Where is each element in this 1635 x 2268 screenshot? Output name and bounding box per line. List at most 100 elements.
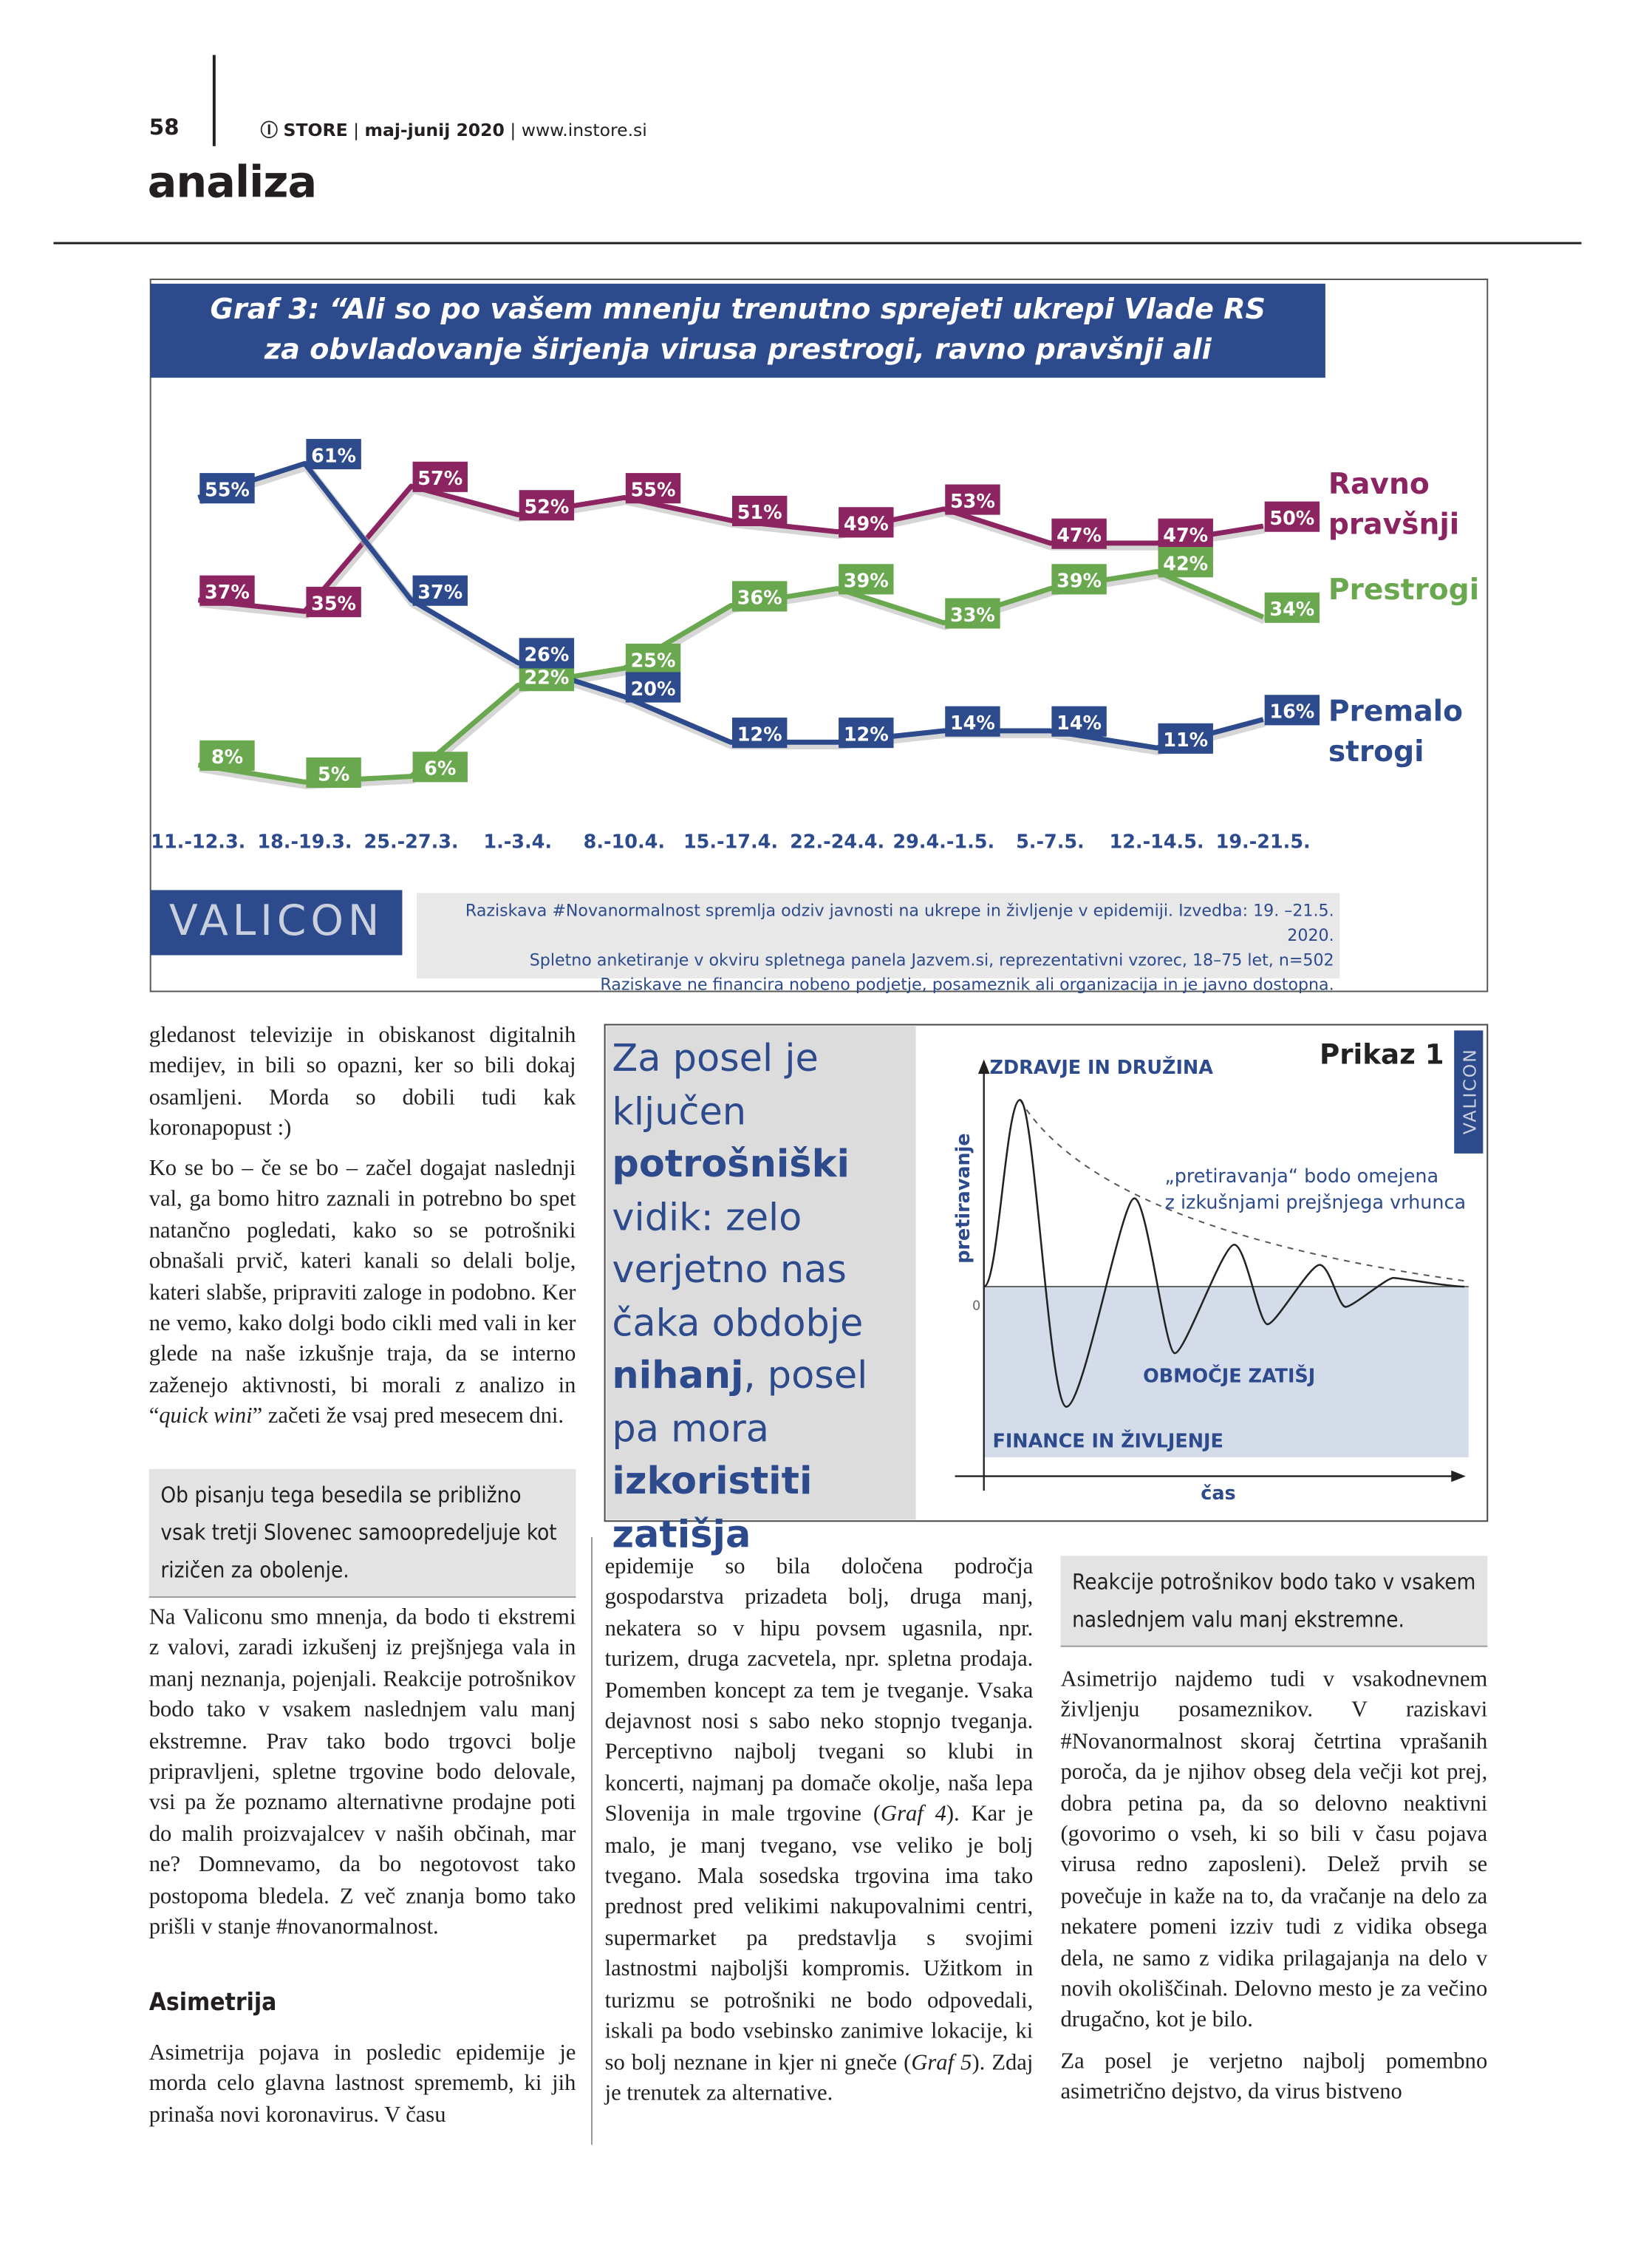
- note-line: Raziskava #Novanormalnost spremlja odziv…: [465, 902, 1334, 945]
- value-label: 47%: [1163, 525, 1208, 547]
- envelope: [1019, 1099, 1465, 1282]
- value-label: 14%: [950, 712, 995, 735]
- value-label-bg: [1264, 695, 1320, 726]
- chart-title: Graf 3: “Ali so po vašem mnenju trenutno…: [210, 292, 1266, 407]
- value-label-bg: [1158, 547, 1213, 578]
- text-run: ). Kar je malo, je manj tvegano, vse vel…: [604, 1802, 1034, 2075]
- legend-entry: Ravno pravšnji: [1328, 466, 1460, 542]
- x-tick-label: 22.-24.4.: [790, 831, 884, 854]
- x-tick-label: 5.-7.5.: [1016, 831, 1085, 854]
- section-title: analiza: [147, 157, 317, 209]
- brand: STORE: [283, 120, 348, 140]
- x-tick-label: 8.-10.4.: [584, 831, 665, 854]
- value-label: 8%: [211, 746, 243, 769]
- issue: maj-junij 2020: [364, 120, 505, 140]
- x-tick-label: 25.-27.3.: [364, 831, 459, 854]
- value-label-bg: [839, 718, 894, 749]
- value-label: 6%: [424, 758, 456, 780]
- value-label: 55%: [631, 479, 676, 501]
- note-line: Spletno anketiranje v okviru spletnega p…: [529, 950, 1334, 970]
- value-label-bg: [199, 575, 255, 606]
- y-arrowhead: [977, 1059, 990, 1075]
- x-tick-label: 29.4.-1.5.: [892, 831, 994, 854]
- text-run: Graf 5: [911, 2050, 972, 2075]
- value-label-bg: [1051, 706, 1107, 737]
- value-label-bg: [306, 438, 361, 470]
- logo: VALICON: [169, 896, 383, 945]
- paragraph: gledanost televizije in obiskanost digit…: [149, 1023, 576, 1141]
- value-label: 14%: [1057, 712, 1102, 735]
- value-label-bg: [306, 587, 361, 618]
- annotation: „pretiravanja“ bodo omejena: [1165, 1165, 1439, 1188]
- value-label: 39%: [844, 571, 889, 593]
- value-label: 51%: [737, 502, 782, 524]
- paragraph: Na Valiconu smo mnenja, da bodo ti ekstr…: [149, 1604, 576, 1940]
- annotation: z izkušnjami prejšnjega vrhunca: [1165, 1191, 1467, 1213]
- value-label-bg: [199, 740, 255, 771]
- figure-logo-bg: [1454, 1030, 1484, 1154]
- value-label: 50%: [1269, 508, 1314, 530]
- x-tick-label: 18.-19.3.: [257, 831, 352, 854]
- text-run: Ko se bo – če se bo – začel dogajat nasl…: [149, 1156, 576, 1429]
- value-label: 37%: [417, 582, 462, 604]
- masthead: Ⓘ STORE | maj-junij 2020 | www.instore.s…: [260, 120, 647, 140]
- value-label: 12%: [844, 723, 889, 746]
- x-tick-label: 19.-21.5.: [1216, 831, 1311, 854]
- value-label-bg: [1158, 723, 1213, 754]
- value-label-bg: [412, 461, 468, 492]
- value-label-bg: [945, 484, 1000, 515]
- value-label-bg: [519, 638, 575, 669]
- value-label: 33%: [950, 605, 995, 627]
- url: www.instore.si: [521, 120, 647, 140]
- value-label-bg: [199, 473, 255, 504]
- value-label-bg: [625, 672, 681, 703]
- value-label-bg: [839, 564, 894, 595]
- text-run: ). Zdaj je trenutek za alternative.: [604, 2050, 1034, 2106]
- chart-title-bg: [150, 283, 1325, 378]
- text-run: nihanj: [612, 1355, 744, 1398]
- paragraph: Za posel je verjetno najbolj pomembno as…: [1060, 2049, 1488, 2105]
- pull-quote: Ob pisanju tega besedila se približno vs…: [149, 1468, 576, 1598]
- value-label: 49%: [844, 514, 889, 536]
- value-label: 55%: [205, 479, 250, 501]
- column-divider: [591, 1536, 593, 2145]
- value-label-bg: [1051, 564, 1107, 595]
- value-label: 16%: [1269, 701, 1314, 723]
- paragraph: Asimetrijo najdemo tudi v vsakodnevnem ž…: [1060, 1667, 1488, 2033]
- value-label-bg: [1051, 518, 1107, 549]
- top-label: ZDRAVJE IN DRUŽINA: [990, 1057, 1214, 1079]
- value-label: 12%: [737, 723, 782, 746]
- text-run: Graf 4: [881, 1802, 946, 1828]
- text-run: ” začeti že vsaj pred mesecem dni.: [252, 1404, 564, 1429]
- value-label-bg: [731, 581, 788, 612]
- value-label: 52%: [524, 497, 569, 519]
- value-label: 37%: [205, 582, 250, 604]
- callout-bg: [606, 1026, 916, 1520]
- value-label-bg: [625, 644, 681, 675]
- value-label-bg: [1264, 592, 1320, 623]
- value-label-bg: [625, 473, 681, 504]
- note-bg: [417, 893, 1340, 978]
- zone-label: OBMOČJE ZATIŠJ: [1143, 1364, 1315, 1387]
- value-label-bg: [945, 598, 1000, 629]
- calm-zone: [983, 1287, 1469, 1458]
- value-label: 22%: [524, 667, 569, 689]
- value-label: 20%: [631, 678, 676, 701]
- paragraph: epidemije so bila določena področja gosp…: [605, 1551, 1034, 2109]
- zero-label: 0: [972, 1298, 980, 1313]
- text-run: potrošniški: [612, 1143, 850, 1187]
- value-label: 36%: [737, 588, 782, 610]
- value-label: 34%: [1269, 599, 1314, 621]
- paragraph: Asimetrija pojava in posledic epidemije …: [149, 2040, 576, 2128]
- x-label: čas: [1201, 1482, 1235, 1505]
- text-run: quick wini: [159, 1404, 253, 1429]
- text-run: Za posel je ključen: [612, 1038, 819, 1134]
- value-label-bg: [412, 575, 468, 606]
- paragraph: Ko se bo – če se bo – začel dogajat nasl…: [149, 1154, 576, 1432]
- value-label: 57%: [417, 468, 462, 490]
- oscillation: [983, 1099, 1464, 1408]
- value-label: 61%: [311, 445, 356, 467]
- text-run: vidik: zelo verjetno nas čaka obdobje: [612, 1196, 864, 1346]
